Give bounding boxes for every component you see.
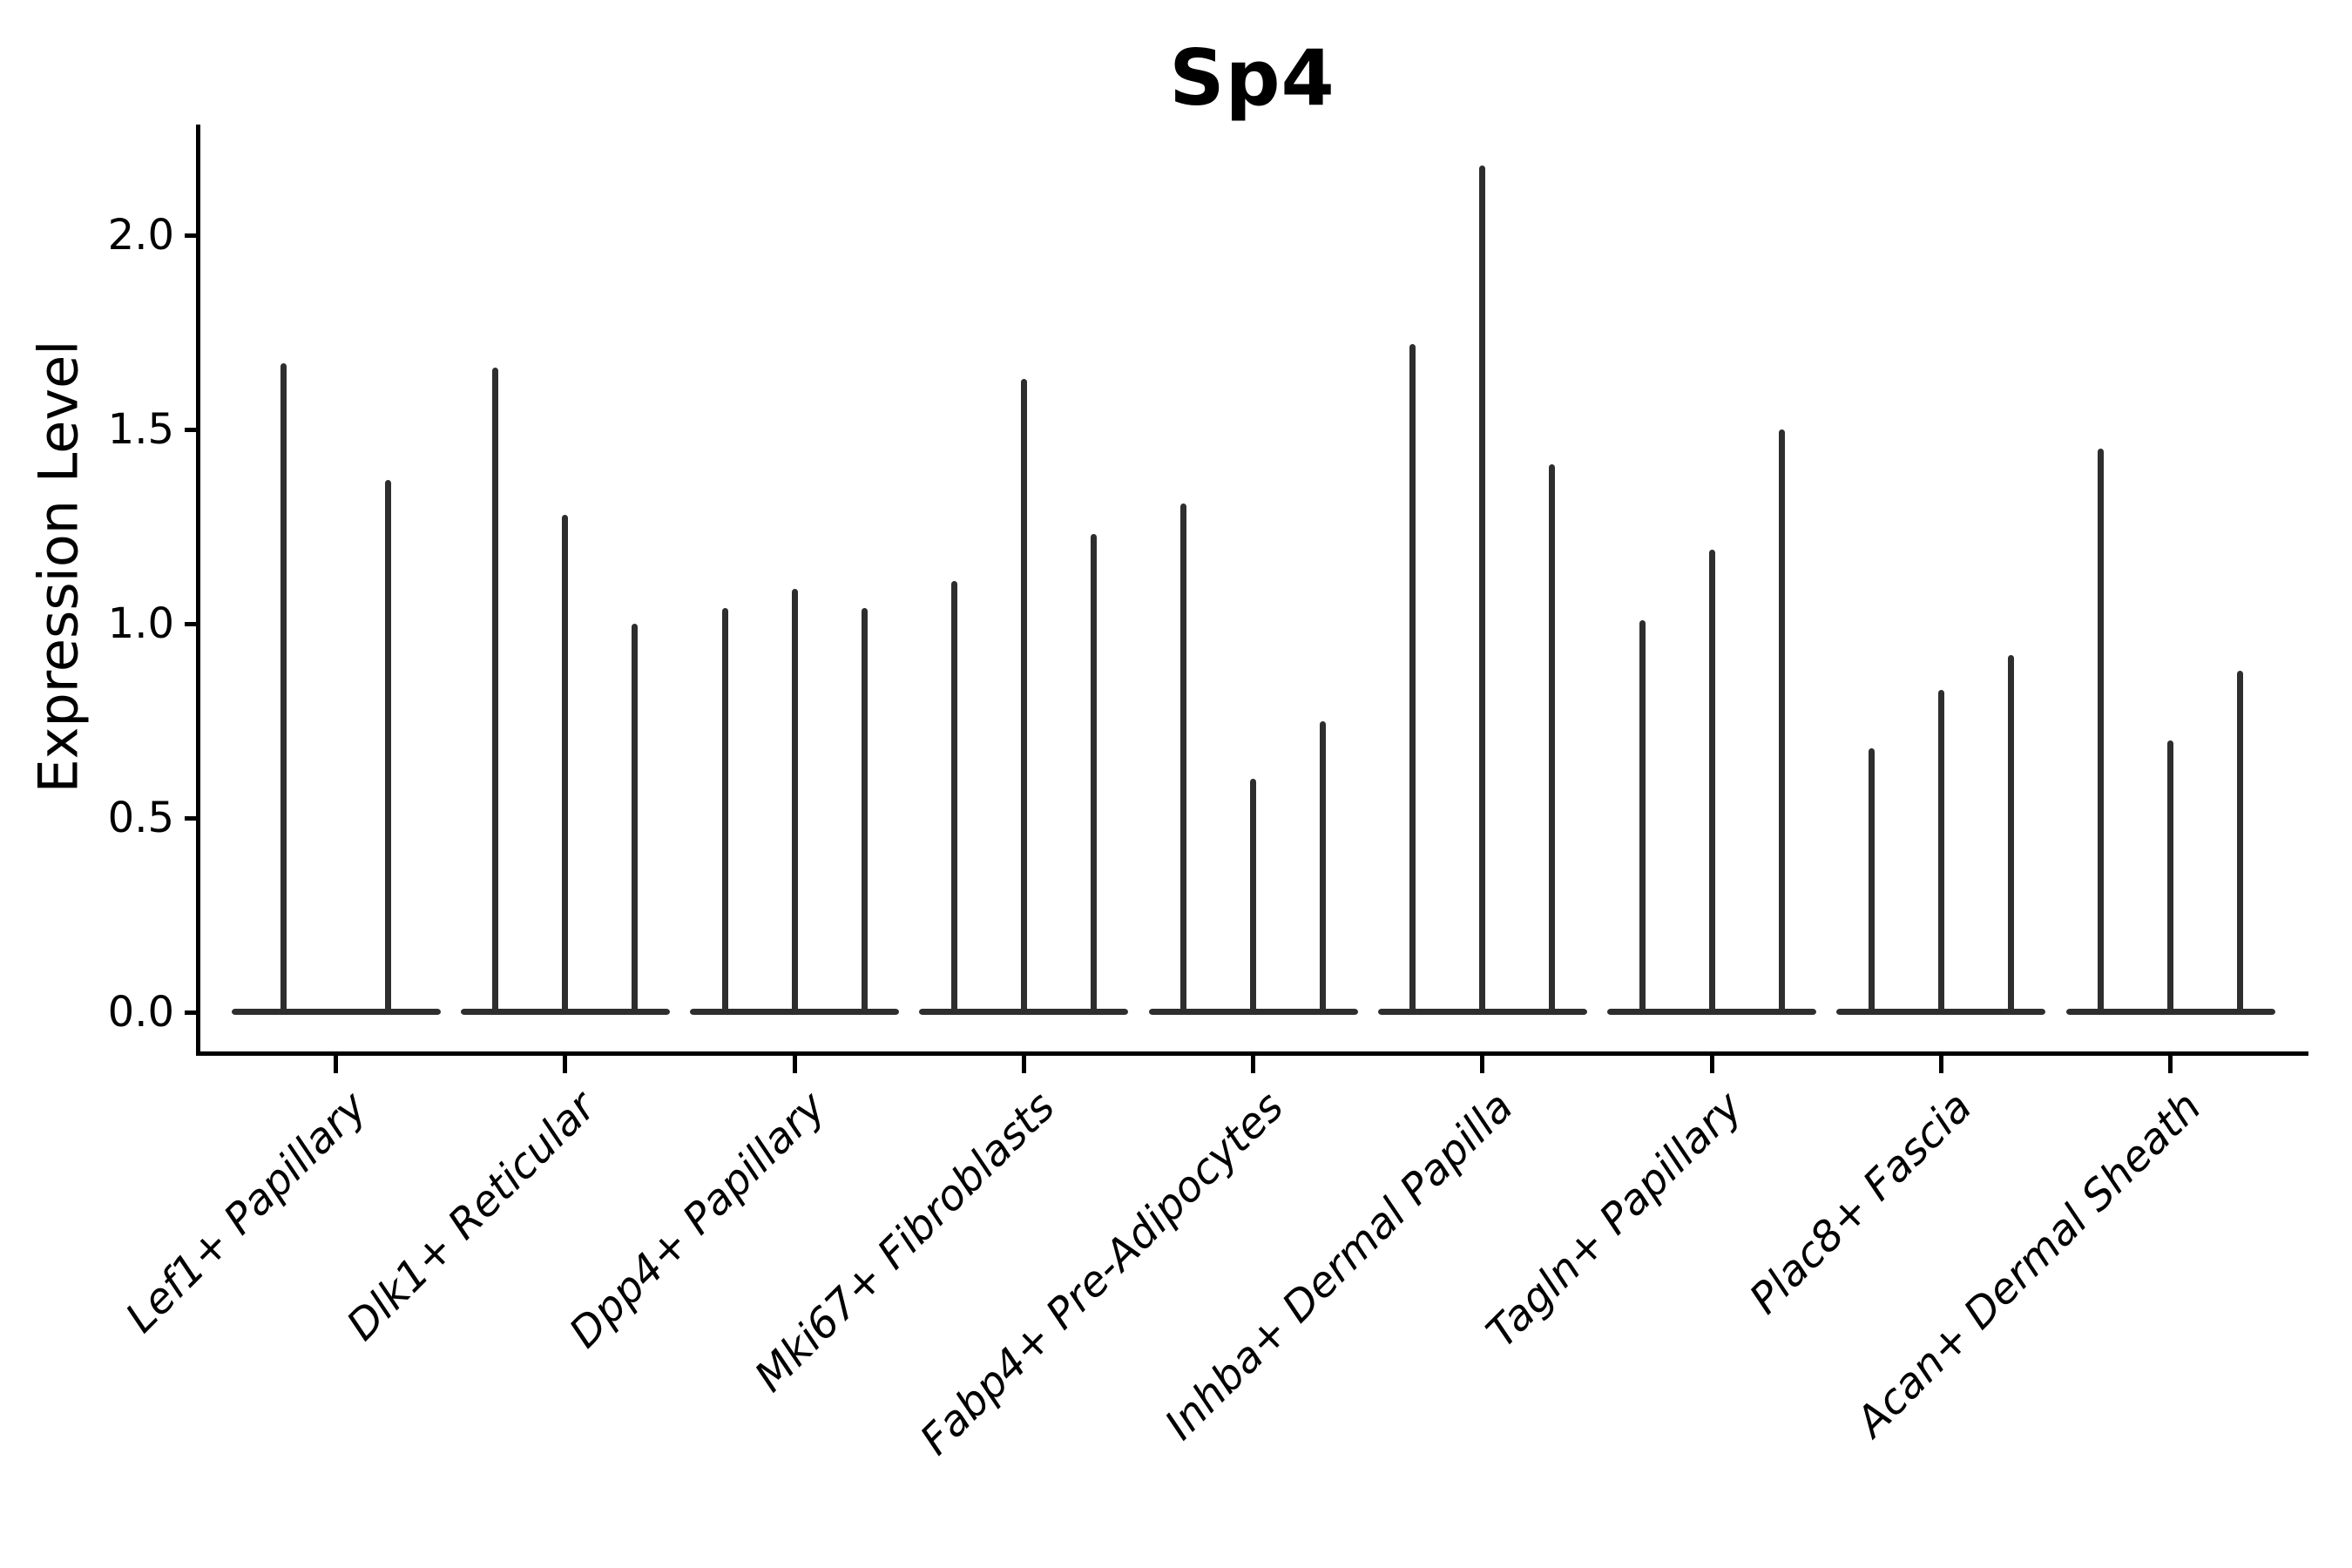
violin-spike xyxy=(1090,534,1097,1012)
x-tick-label: Fabp4+ Pre-Adipocytes xyxy=(911,1082,1294,1465)
violin-spike xyxy=(721,608,728,1012)
x-tick xyxy=(1709,1056,1714,1073)
x-tick xyxy=(1021,1056,1026,1073)
violin-spike xyxy=(2007,654,2014,1012)
violin-spike xyxy=(2098,449,2105,1012)
violin-spike xyxy=(1639,619,1646,1012)
violin-spike xyxy=(1708,550,1715,1012)
violin-spike xyxy=(950,580,957,1012)
violin-spike xyxy=(1868,747,1875,1012)
violin-spike xyxy=(1778,429,1785,1012)
violin-spike xyxy=(1549,464,1556,1012)
x-tick xyxy=(1480,1056,1485,1073)
x-tick-label: Tagln+ Papillary xyxy=(1477,1082,1753,1357)
x-tick xyxy=(792,1056,797,1073)
x-tick xyxy=(1251,1056,1256,1073)
violin-spike xyxy=(1409,343,1416,1012)
y-tick xyxy=(185,815,196,821)
violin-spike xyxy=(1320,720,1327,1012)
y-tick-label: 2.0 xyxy=(107,211,174,260)
x-tick-label: Dlk1+ Reticular xyxy=(337,1082,606,1350)
violin-spike xyxy=(632,624,639,1012)
violin-spike xyxy=(1020,379,1027,1012)
y-tick xyxy=(185,233,196,238)
violin-spike xyxy=(385,479,392,1012)
x-axis-spine xyxy=(196,1051,2308,1056)
x-tick-label: Dpp4+ Papillary xyxy=(559,1082,835,1358)
x-tick xyxy=(334,1056,339,1073)
x-tick xyxy=(1938,1056,1943,1073)
x-tick xyxy=(563,1056,568,1073)
x-tick xyxy=(2168,1056,2173,1073)
violin-spike xyxy=(1250,779,1257,1012)
y-tick xyxy=(185,427,196,432)
violin-spike xyxy=(562,515,569,1012)
violin-spike xyxy=(1180,503,1187,1012)
y-tick-label: 1.0 xyxy=(107,599,174,648)
violin-spike xyxy=(280,363,287,1012)
y-tick xyxy=(185,621,196,626)
violin-spike xyxy=(492,367,499,1012)
x-tick-label: Lef1+ Papillary xyxy=(116,1082,376,1342)
violin-spike xyxy=(2237,670,2244,1012)
y-tick-label: 0.5 xyxy=(107,794,174,842)
y-tick-label: 0.0 xyxy=(107,988,174,1037)
y-tick xyxy=(185,1010,196,1015)
violin-spike xyxy=(1479,165,1486,1012)
y-axis-label: Expression Level xyxy=(26,340,91,794)
y-tick-label: 1.5 xyxy=(107,405,174,454)
violin-spike xyxy=(861,608,868,1012)
violin-zero-band xyxy=(231,1008,441,1015)
y-axis-spine xyxy=(196,125,200,1056)
x-tick-label: Plac8+ Fascia xyxy=(1740,1082,1982,1324)
violin-spike xyxy=(1937,689,1944,1012)
chart-title: Sp4 xyxy=(1169,33,1335,123)
violin-spike xyxy=(791,588,798,1012)
violin-spike xyxy=(2167,740,2174,1012)
